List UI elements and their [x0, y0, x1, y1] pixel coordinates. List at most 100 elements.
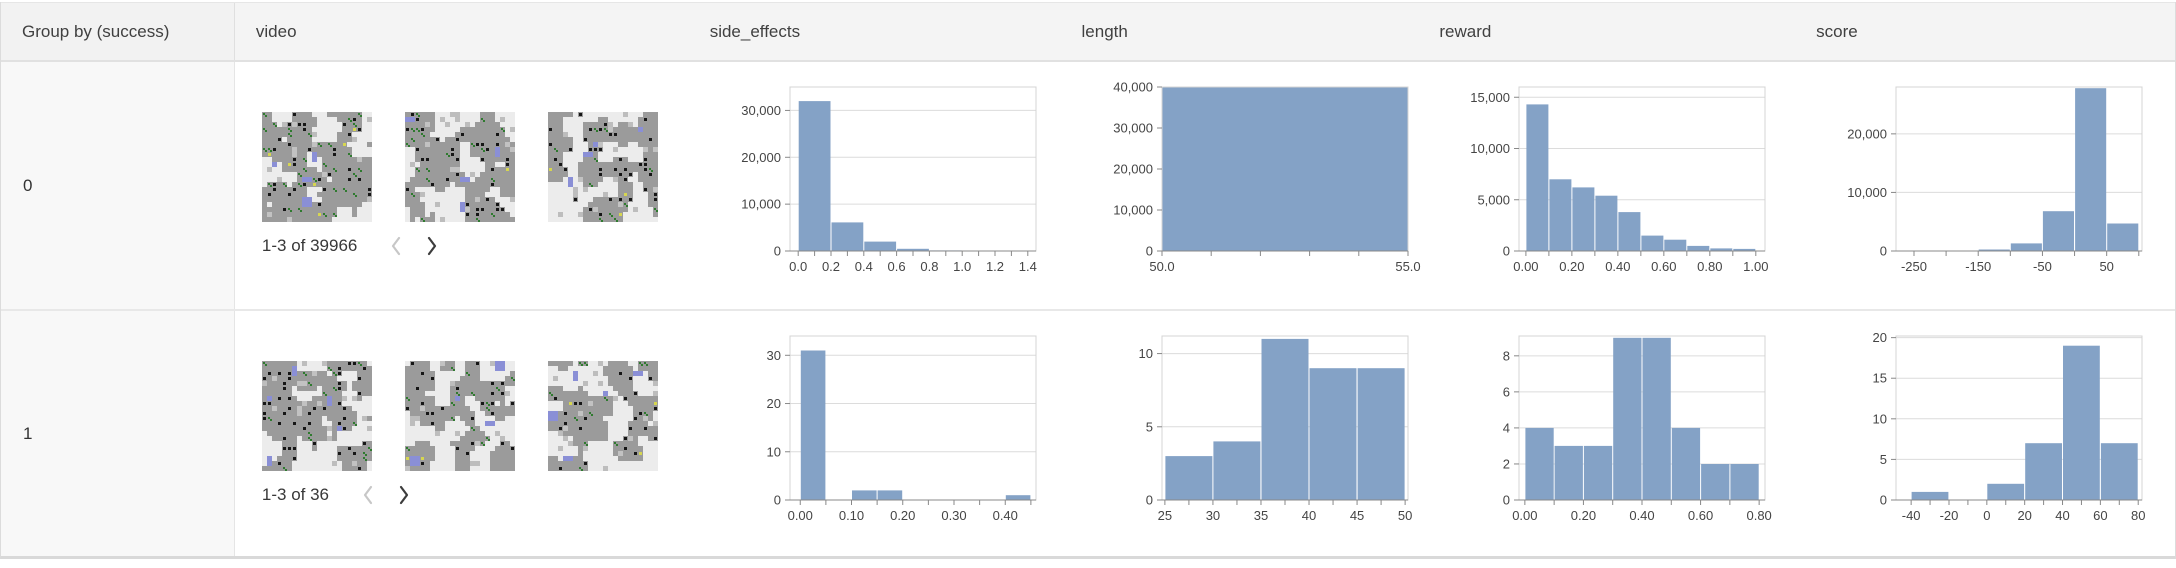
svg-text:0.10: 0.10	[839, 508, 864, 523]
column-header-side-effects[interactable]: side_effects	[709, 21, 801, 41]
svg-text:0.0: 0.0	[789, 259, 807, 274]
gridworld-thumbnail[interactable]	[404, 361, 515, 471]
svg-text:5,000: 5,000	[1478, 192, 1511, 207]
video-thumbnails	[261, 361, 700, 471]
svg-text:0.20: 0.20	[1571, 508, 1596, 523]
chevron-right-icon[interactable]	[421, 235, 443, 257]
histogram-length-group0[interactable]: 0 10,000 20,000 30,000 40,000 50.0 55.0	[1072, 62, 1430, 309]
gridworld-thumbnail[interactable]	[547, 112, 658, 222]
svg-text:20: 20	[2018, 508, 2032, 523]
histogram-reward-group0[interactable]: 0 5,000 10,000 15,000 0.00 0.20 0.40 0.60 0.80 1.…	[1429, 62, 1806, 309]
thumbnail-pagination: 1-3 of 39966	[262, 235, 700, 257]
svg-text:35: 35	[1253, 508, 1267, 523]
svg-text:50.0: 50.0	[1149, 259, 1174, 274]
svg-text:10: 10	[1873, 411, 1887, 426]
svg-text:-50: -50	[2033, 259, 2052, 274]
column-header-group-by-success[interactable]: Group by (success)	[1, 3, 235, 60]
thumbnail-pagination: 1-3 of 36	[262, 484, 700, 506]
svg-text:0: 0	[1503, 493, 1510, 508]
svg-text:45: 45	[1349, 508, 1363, 523]
svg-text:40: 40	[1301, 508, 1315, 523]
svg-text:10: 10	[1138, 346, 1152, 361]
svg-text:30: 30	[766, 348, 780, 363]
video-cell: 1-3 of 39966	[235, 62, 700, 309]
svg-text:-20: -20	[1940, 508, 1959, 523]
svg-text:0: 0	[1145, 244, 1152, 259]
svg-text:40: 40	[2055, 508, 2069, 523]
svg-text:15: 15	[1873, 371, 1887, 386]
svg-text:30: 30	[1205, 508, 1219, 523]
gridworld-thumbnail[interactable]	[261, 361, 372, 471]
svg-text:0.00: 0.00	[787, 508, 812, 523]
svg-text:0.2: 0.2	[822, 259, 840, 274]
svg-text:20: 20	[766, 396, 780, 411]
gridworld-thumbnail[interactable]	[547, 361, 658, 471]
gridworld-thumbnail[interactable]	[404, 112, 515, 222]
svg-text:8: 8	[1503, 348, 1510, 363]
histogram-side-effects-group0[interactable]: 0 10,000 20,000 30,000 0.0 0.2 0.4 0.6 0.8 1.0 1.2…	[700, 62, 1072, 309]
svg-text:10,000: 10,000	[1113, 203, 1153, 218]
gridworld-thumbnail[interactable]	[261, 112, 372, 222]
svg-text:20,000: 20,000	[1847, 126, 1887, 141]
video-cell: 1-3 of 36	[235, 311, 700, 556]
svg-text:15,000: 15,000	[1471, 90, 1511, 105]
svg-text:0.60: 0.60	[1652, 259, 1677, 274]
histogram-plot: 0 10,000 20,000 30,000 0.0 0.2 0.4 0.6 0.8 1.0 1.2…	[741, 86, 1037, 274]
svg-text:20,000: 20,000	[741, 150, 781, 165]
histogram-plot: 0 5 10 25 30 35 40 45 50	[1138, 335, 1412, 523]
svg-text:0.30: 0.30	[941, 508, 966, 523]
svg-text:20,000: 20,000	[1113, 162, 1153, 177]
table-header-row: Group by (success) video side_effects le…	[1, 2, 2175, 62]
histogram-plot: 0 10 20 30 0.00 0.10 0.20 0.30 0.40	[766, 335, 1037, 523]
group-value: 1	[1, 311, 235, 556]
histogram-score-group0[interactable]: 0 10,000 20,000 -250 -150 -50 50	[1806, 62, 2175, 309]
column-header-reward[interactable]: reward	[1439, 21, 1492, 41]
svg-text:0.80: 0.80	[1698, 259, 1723, 274]
histogram-plot: 0 2 4 6 8 0.00 0.20 0.40 0.60 0.80	[1503, 335, 1772, 523]
chevron-left-icon[interactable]	[357, 484, 379, 506]
table-row-group-1: 1 1-3 of 36 0 10 20 30 0.00 0.10 0.20	[1, 311, 2175, 556]
svg-text:80: 80	[2131, 508, 2145, 523]
svg-text:5: 5	[1145, 419, 1152, 434]
column-header-length[interactable]: length	[1081, 21, 1128, 41]
svg-text:0.20: 0.20	[1560, 259, 1585, 274]
svg-text:10: 10	[766, 444, 780, 459]
svg-text:10,000: 10,000	[741, 197, 781, 212]
histogram-plot: 0 5,000 10,000 15,000 0.00 0.20 0.40 0.60 0.80 1.…	[1471, 86, 1769, 274]
svg-text:1.2: 1.2	[986, 259, 1004, 274]
svg-text:2: 2	[1503, 456, 1510, 471]
svg-text:1.00: 1.00	[1744, 259, 1769, 274]
svg-text:55.0: 55.0	[1395, 259, 1420, 274]
svg-text:50: 50	[2100, 259, 2114, 274]
chevron-right-icon[interactable]	[393, 484, 415, 506]
column-header-video[interactable]: video	[255, 21, 297, 41]
svg-text:0.8: 0.8	[920, 259, 938, 274]
histogram-reward-group1[interactable]: 0 2 4 6 8 0.00 0.20 0.40 0.60 0.80	[1429, 311, 1806, 556]
pagination-label: 1-3 of 36	[261, 485, 330, 504]
column-header-score[interactable]: score	[1816, 21, 1858, 41]
svg-text:0: 0	[1503, 244, 1510, 259]
svg-text:0.00: 0.00	[1513, 508, 1538, 523]
svg-text:10,000: 10,000	[1471, 141, 1511, 156]
svg-text:0.6: 0.6	[887, 259, 905, 274]
histogram-plot: 0 5 10 15 20 -40 -20 0 20 40 60 80	[1873, 330, 2146, 523]
chevron-left-icon[interactable]	[385, 235, 407, 257]
histogram-score-group1[interactable]: 0 5 10 15 20 -40 -20 0 20 40 60 80	[1806, 311, 2175, 556]
svg-text:0: 0	[1880, 244, 1887, 259]
svg-text:6: 6	[1503, 384, 1510, 399]
histogram-length-group1[interactable]: 0 5 10 25 30 35 40 45 50	[1072, 311, 1430, 556]
svg-text:20: 20	[1873, 330, 1887, 345]
video-thumbnails	[261, 112, 700, 222]
svg-text:0.00: 0.00	[1514, 259, 1539, 274]
svg-text:5: 5	[1880, 452, 1887, 467]
svg-text:0.80: 0.80	[1747, 508, 1772, 523]
svg-text:0: 0	[1983, 508, 1990, 523]
svg-text:-250: -250	[1901, 259, 1927, 274]
svg-text:0: 0	[773, 493, 780, 508]
svg-text:1.4: 1.4	[1018, 259, 1036, 274]
svg-text:0: 0	[773, 244, 780, 259]
histogram-side-effects-group1[interactable]: 0 10 20 30 0.00 0.10 0.20 0.30 0.40	[700, 311, 1072, 556]
svg-text:60: 60	[2093, 508, 2107, 523]
svg-text:0.60: 0.60	[1688, 508, 1713, 523]
